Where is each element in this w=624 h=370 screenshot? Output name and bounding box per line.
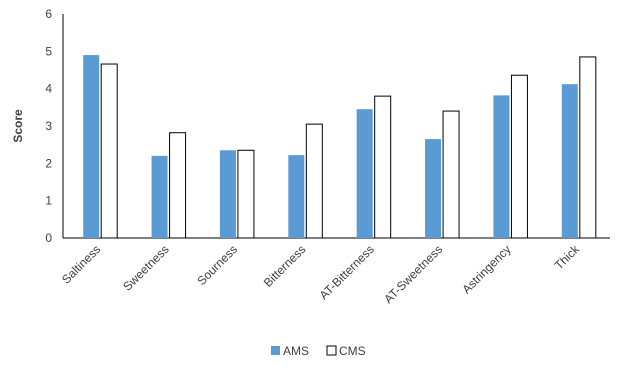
bar-ams-at-sweetness bbox=[425, 139, 442, 238]
bar-cms-thick bbox=[579, 56, 597, 239]
bar-cms-saltiness bbox=[100, 63, 118, 239]
bar-cms-at-bitterness bbox=[374, 95, 392, 239]
category-labels: Saltiness Sweetness Sourness Bitterness AT-B… bbox=[59, 242, 583, 307]
x-tick-label: AT-Bitterness bbox=[317, 242, 377, 302]
y-tick-label: 1 bbox=[45, 194, 52, 208]
bar-cms-bitterness bbox=[305, 123, 323, 239]
bar-cms-sweetness bbox=[169, 132, 187, 239]
y-tick-label: 3 bbox=[45, 119, 52, 133]
bars bbox=[83, 55, 597, 239]
y-tick-label: 6 bbox=[45, 7, 52, 21]
y-tick-label: 5 bbox=[45, 44, 52, 58]
y-tick-label: 4 bbox=[45, 82, 52, 96]
x-tick-label: Saltiness bbox=[59, 242, 103, 286]
bar-cms-at-sweetness bbox=[442, 110, 460, 239]
y-tick-label: 0 bbox=[45, 231, 52, 245]
bar-cms-astringency bbox=[510, 74, 528, 239]
bar-ams-astringency bbox=[493, 95, 510, 239]
x-tick-label: Bitterness bbox=[261, 242, 309, 290]
x-tick-label: Sourness bbox=[194, 242, 240, 288]
legend-swatch-cms bbox=[326, 345, 337, 356]
y-tick-label: 2 bbox=[45, 156, 52, 170]
legend: AMS CMS bbox=[271, 344, 366, 358]
legend-label-cms: CMS bbox=[339, 344, 366, 358]
bar-ams-saltiness bbox=[83, 55, 100, 238]
legend-label-ams: AMS bbox=[283, 344, 309, 358]
y-axis: 0 1 2 3 4 5 6 bbox=[45, 7, 64, 245]
bar-ams-thick bbox=[561, 84, 578, 238]
y-axis-title: Score bbox=[11, 109, 25, 143]
bar-ams-sweetness bbox=[151, 155, 168, 238]
bar-cms-sourness bbox=[237, 149, 255, 239]
bar-ams-bitterness bbox=[288, 155, 305, 238]
bar-ams-sourness bbox=[219, 150, 236, 238]
x-tick-label: Astringency bbox=[459, 242, 513, 296]
legend-swatch-ams bbox=[271, 346, 280, 355]
bar-ams-at-bitterness bbox=[356, 109, 373, 238]
x-tick-label: Sweetness bbox=[120, 242, 171, 293]
x-tick-label: AT-Sweetness bbox=[381, 242, 445, 306]
x-tick-label: Thick bbox=[552, 242, 583, 273]
